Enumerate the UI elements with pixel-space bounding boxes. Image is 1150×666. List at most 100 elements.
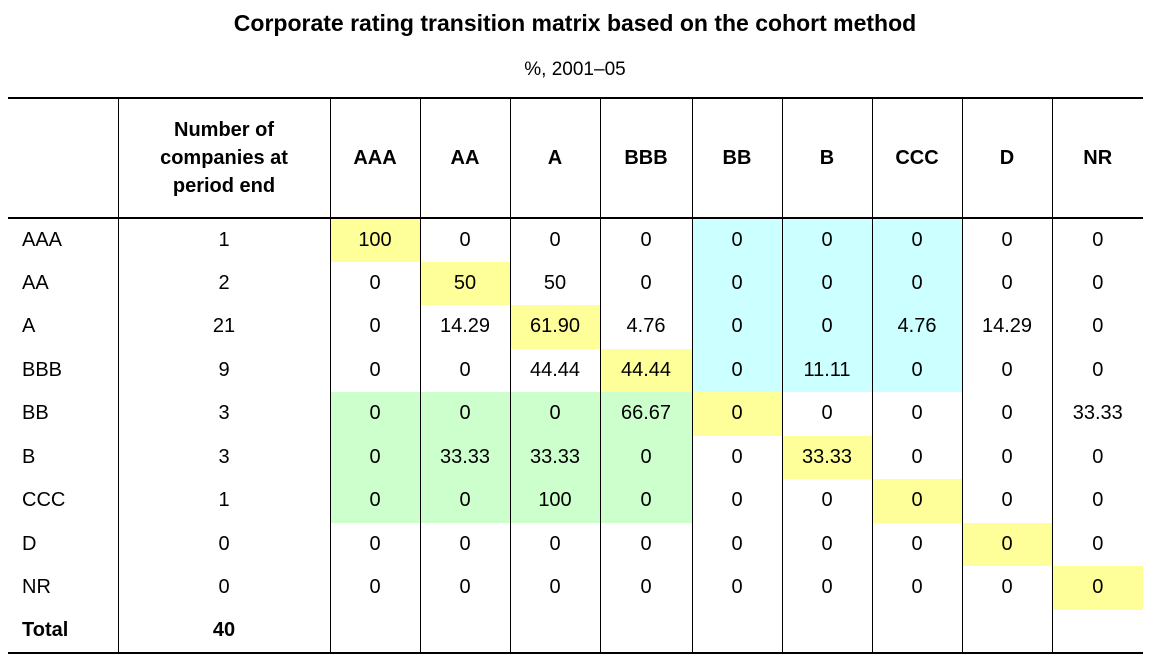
transition-cell: 14.29 [961,305,1052,349]
matrix-row-a: A 21 0 14.29 61.90 4.76 0 0 4.76 14.29 0 [8,305,1143,349]
company-count: 0 [117,566,330,610]
company-count: 21 [117,305,330,349]
transition-cell: 0 [599,566,692,610]
transition-cell: 44.44 [509,348,600,392]
transition-cell: 0 [509,392,600,436]
transition-cell: 0 [329,305,420,349]
transition-cell: 33.33 [1051,392,1143,436]
company-count: 1 [117,218,330,262]
empty-total-cell [871,609,962,653]
transition-cell: 0 [691,218,782,262]
transition-cell: 0 [691,348,782,392]
column-header-aaa: AAA [329,98,420,218]
row-label: D [22,532,37,555]
empty-total-cell [599,609,692,653]
transition-cell: 0 [781,305,872,349]
transition-matrix-table: Number of companies at period end AAA AA A… [8,97,1143,654]
transition-cell: 0 [691,479,782,523]
total-label: Total [22,619,69,642]
transition-cell: 100 [329,218,420,262]
column-header-bb: BB [691,98,782,218]
matrix-body: AAA 1 100 0 0 0 0 0 0 0 0 AA 2 0 50 50 0 0 0 0 0 0 A 21 0 14.29 61… [8,218,1143,653]
transition-cell: 0 [509,522,600,566]
transition-cell: 0 [599,435,692,479]
transition-cell: 0 [509,566,600,610]
matrix-row-ccc: CCC 1 0 0 100 0 0 0 0 0 0 [8,479,1143,523]
transition-cell: 0 [1051,261,1143,305]
transition-cell: 0 [691,261,782,305]
column-header-nr: NR [1051,98,1143,218]
matrix-row-aaa: AAA 1 100 0 0 0 0 0 0 0 0 [8,218,1143,262]
transition-cell: 0 [871,392,962,436]
transition-cell: 4.76 [871,305,962,349]
transition-cell: 0 [599,522,692,566]
transition-cell: 0 [781,261,872,305]
corner-header [8,98,118,218]
transition-cell: 14.29 [419,305,510,349]
row-label: A [22,315,36,338]
matrix-row-bb: BB 3 0 0 0 66.67 0 0 0 0 33.33 [8,392,1143,436]
transition-cell: 0 [329,522,420,566]
transition-cell: 0 [329,261,420,305]
transition-cell: 0 [419,218,510,262]
row-label: CCC [22,489,66,512]
transition-cell: 0 [691,522,782,566]
transition-cell: 44.44 [599,348,692,392]
empty-total-cell [1051,609,1143,653]
empty-total-cell [509,609,600,653]
transition-cell: 0 [329,392,420,436]
transition-cell: 0 [961,479,1052,523]
transition-cell: 0 [781,479,872,523]
transition-cell: 0 [781,392,872,436]
transition-cell: 0 [961,392,1052,436]
transition-cell: 0 [419,479,510,523]
transition-cell: 0 [329,435,420,479]
transition-cell: 0 [329,348,420,392]
transition-cell: 0 [599,218,692,262]
transition-cell: 0 [599,479,692,523]
transition-cell: 0 [961,348,1052,392]
transition-cell: 0 [1051,479,1143,523]
company-count: 0 [117,522,330,566]
company-count: 2 [117,261,330,305]
matrix-row-bbb: BBB 9 0 0 44.44 44.44 0 11.11 0 0 0 [8,348,1143,392]
transition-cell: 0 [871,522,962,566]
matrix-row-nr: NR 0 0 0 0 0 0 0 0 0 0 [8,566,1143,610]
transition-cell: 66.67 [599,392,692,436]
company-count: 9 [117,348,330,392]
transition-cell: 33.33 [419,435,510,479]
transition-cell: 0 [961,566,1052,610]
transition-cell: 0 [509,218,600,262]
company-count: 3 [117,392,330,436]
transition-cell: 0 [419,566,510,610]
transition-cell: 0 [1051,218,1143,262]
transition-cell: 0 [871,218,962,262]
transition-cell: 0 [781,522,872,566]
transition-cell: 0 [419,522,510,566]
column-header-ccc: CCC [871,98,962,218]
empty-total-cell [419,609,510,653]
table-title: Corporate rating transition matrix based… [233,10,917,36]
row-label: AAA [22,228,63,251]
transition-cell: 0 [691,566,782,610]
empty-total-cell [961,609,1052,653]
empty-total-cell [691,609,782,653]
transition-cell: 0 [419,348,510,392]
transition-cell: 0 [329,479,420,523]
row-label: AA [22,271,49,294]
column-header-aa: AA [419,98,510,218]
transition-cell: 50 [509,261,600,305]
company-count: 1 [117,479,330,523]
column-header-d: D [961,98,1052,218]
transition-cell: 0 [329,566,420,610]
transition-cell: 0 [1051,348,1143,392]
total-row: Total 40 [8,609,1143,653]
transition-cell: 0 [1051,305,1143,349]
transition-cell: 0 [691,435,782,479]
matrix-row-b: B 3 0 33.33 33.33 0 0 33.33 0 0 0 [8,435,1143,479]
transition-cell: 0 [1051,435,1143,479]
transition-cell: 0 [871,479,962,523]
company-count: 3 [117,435,330,479]
transition-cell: 0 [781,566,872,610]
transition-cell: 0 [1051,522,1143,566]
